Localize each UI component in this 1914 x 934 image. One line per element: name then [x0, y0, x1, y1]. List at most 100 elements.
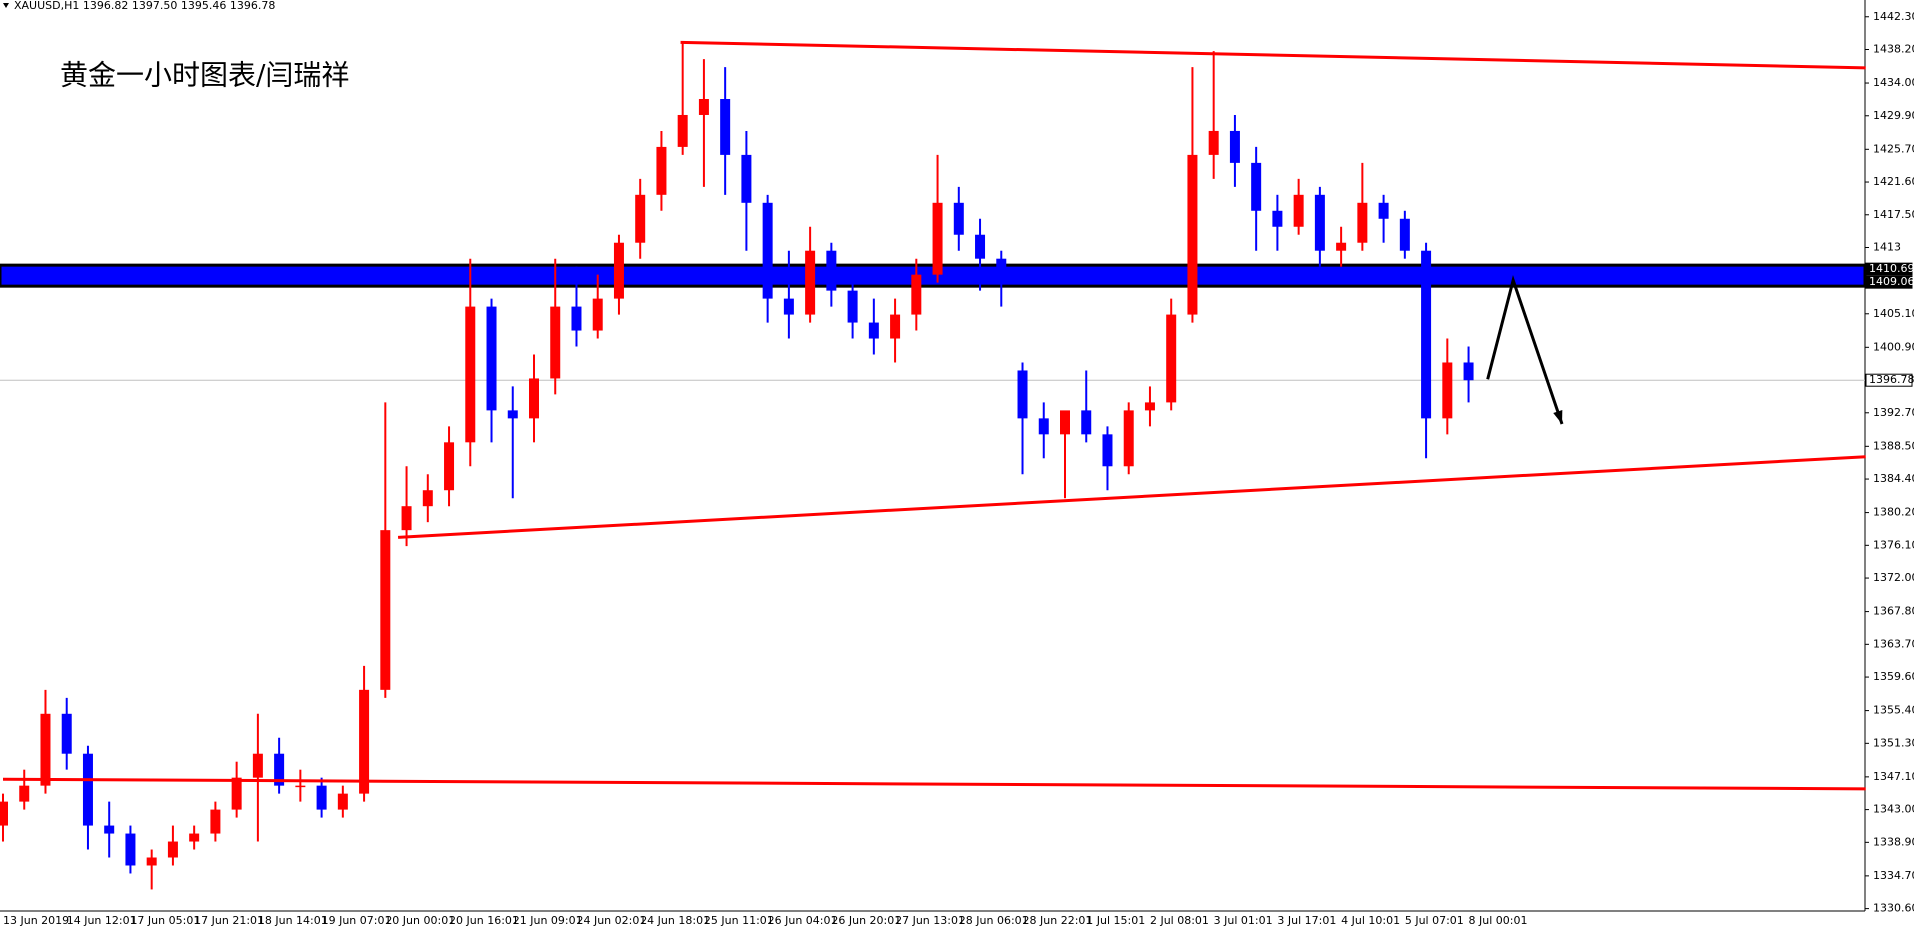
price-label: 1409.06: [1869, 275, 1914, 288]
candle-body: [1166, 314, 1177, 403]
price-label: 1410.69: [1869, 262, 1914, 275]
candle-body: [529, 378, 539, 419]
candle-body: [805, 250, 816, 315]
y-tick-label: 1413: [1873, 241, 1901, 254]
candle-body: [1251, 162, 1262, 211]
x-tick-label: 25 Jun 11:01: [704, 914, 774, 927]
candle-body: [401, 506, 412, 531]
candle-body: [911, 274, 922, 315]
y-tick-label: 1405.10: [1873, 307, 1914, 320]
candle-body: [741, 154, 752, 203]
x-tick-label: 14 Jun 12:01: [67, 914, 137, 927]
x-tick-label: 28 Jun 06:01: [959, 914, 1029, 927]
trend-line: [397, 455, 1866, 539]
x-tick-label: 1 Jul 15:01: [1086, 914, 1145, 927]
candle-body: [826, 250, 837, 291]
y-tick-label: 1425.70: [1873, 142, 1914, 155]
x-tick-label: 19 Jun 07:01: [322, 914, 392, 927]
candle-body: [1357, 202, 1368, 243]
candle-body: [486, 306, 497, 411]
y-tick-label: 1376.10: [1873, 538, 1914, 551]
candle-body: [1081, 410, 1092, 435]
y-tick-label: 1338.90: [1873, 835, 1914, 848]
candle-body: [1336, 242, 1347, 251]
y-tick-label: 1351.30: [1873, 736, 1914, 749]
price-label-box: [1865, 373, 1913, 387]
candle-body: [359, 689, 370, 794]
trend-line: [2, 777, 1866, 791]
candle-body: [146, 857, 157, 866]
candle-body: [40, 713, 51, 786]
price-label-box: [1865, 262, 1913, 276]
y-tick-label: 1347.10: [1873, 770, 1914, 783]
y-tick-label: 1359.60: [1873, 670, 1914, 683]
candle-body: [444, 442, 455, 491]
x-tick-label: 20 Jun 16:01: [449, 914, 519, 927]
candle-body: [762, 202, 773, 299]
candle-body: [1102, 434, 1113, 467]
candle-body: [231, 777, 242, 810]
x-tick-label: 28 Jun 22:01: [1023, 914, 1093, 927]
candle-body: [104, 825, 115, 834]
x-tick-label: 21 Jun 09:01: [513, 914, 583, 927]
x-tick-label: 18 Jun 14:01: [258, 914, 328, 927]
arrow-head: [1553, 409, 1563, 424]
candle-body: [571, 306, 582, 331]
candle-body: [953, 202, 964, 235]
y-tick-label: 1442.30: [1873, 10, 1914, 23]
x-tick-label: 2 Jul 08:01: [1150, 914, 1209, 927]
candle-body: [0, 801, 8, 826]
candle-body: [635, 194, 646, 243]
x-tick-label: 24 Jun 18:01: [640, 914, 710, 927]
header-arrow: [3, 3, 9, 8]
candle-body: [847, 290, 858, 323]
price-label-box: [1865, 275, 1913, 289]
y-tick-label: 1392.70: [1873, 406, 1914, 419]
candle-body: [1038, 418, 1049, 435]
candle-body: [890, 314, 901, 339]
candle-body: [1060, 410, 1070, 435]
candle-body: [1229, 130, 1240, 163]
candle-body: [295, 785, 306, 788]
y-tick-label: 1388.50: [1873, 439, 1914, 452]
x-tick-label: 8 Jul 00:01: [1469, 914, 1528, 927]
candle-body: [380, 530, 391, 690]
price-label: 1396.78: [1869, 373, 1914, 386]
x-tick-label: 5 Jul 07:01: [1405, 914, 1464, 927]
y-tick-label: 1429.90: [1873, 109, 1914, 122]
x-tick-label: 13 Jun 2019: [3, 914, 69, 927]
candle-body: [1187, 154, 1198, 315]
x-tick-label: 3 Jul 17:01: [1277, 914, 1336, 927]
candle-body: [316, 785, 327, 810]
x-tick-label: 3 Jul 01:01: [1214, 914, 1273, 927]
x-tick-label: 17 Jun 21:01: [194, 914, 264, 927]
candle-body: [1399, 218, 1410, 251]
x-tick-label: 24 Jun 02:01: [576, 914, 646, 927]
y-tick-label: 1380.20: [1873, 506, 1914, 519]
candle-body: [550, 306, 561, 379]
candle-body: [82, 753, 93, 826]
y-tick-label: 1417.50: [1873, 208, 1914, 221]
x-tick-label: 26 Jun 04:01: [768, 914, 838, 927]
header: XAUUSD,H1 1396.82 1397.50 1395.46 1396.7…: [14, 0, 275, 12]
candle-body: [698, 99, 709, 115]
candle-body: [1272, 210, 1283, 227]
candle-body: [1293, 194, 1304, 227]
candle-body: [1017, 370, 1028, 419]
candle-body: [507, 410, 518, 419]
candle-body: [975, 234, 986, 259]
candle-body: [1314, 194, 1325, 251]
candle-body: [1378, 202, 1389, 219]
candle-body: [868, 322, 879, 339]
x-tick-label: 27 Jun 13:01: [895, 914, 965, 927]
candle-body: [656, 146, 667, 195]
x-tick-label: 17 Jun 05:01: [130, 914, 200, 927]
y-tick-label: 1434.00: [1873, 76, 1914, 89]
y-tick-label: 1363.70: [1873, 637, 1914, 650]
candle-body: [996, 258, 1007, 275]
candle-body: [783, 298, 794, 315]
trend-line: [680, 40, 1866, 70]
candle-body: [1442, 362, 1453, 419]
y-tick-label: 1367.80: [1873, 605, 1914, 618]
